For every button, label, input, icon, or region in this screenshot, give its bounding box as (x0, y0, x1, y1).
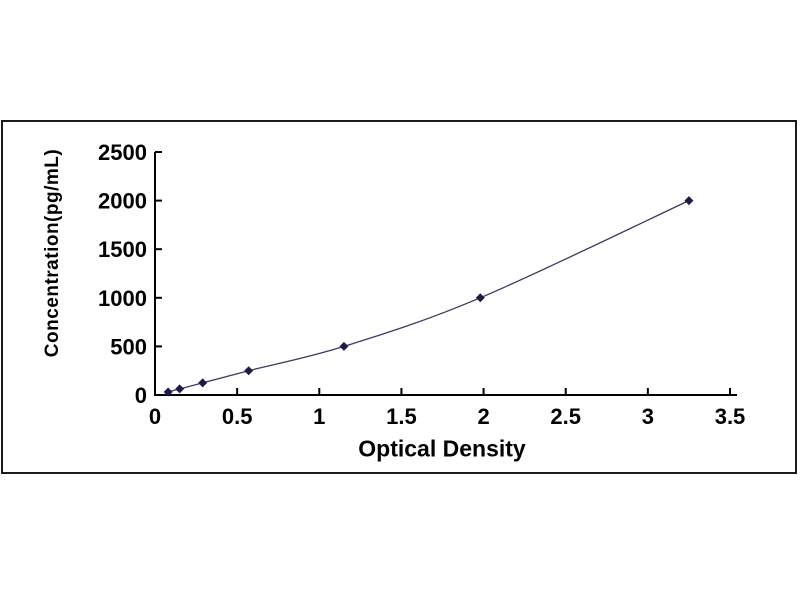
y-tick-label: 1500 (98, 237, 147, 262)
data-point-marker (244, 366, 254, 376)
y-tick-label: 2500 (98, 140, 147, 165)
x-tick-label: 3 (642, 404, 654, 429)
x-tick-label: 0 (149, 404, 161, 429)
curve-line (167, 200, 690, 393)
y-tick-label: 0 (135, 383, 147, 408)
data-point-marker (175, 384, 185, 394)
data-point-marker (339, 341, 349, 351)
x-tick-label: 2 (477, 404, 489, 429)
data-point-marker (684, 196, 694, 206)
x-tick-label: 3.5 (715, 404, 746, 429)
y-tick-label: 2000 (98, 189, 147, 214)
x-tick-label: 1 (313, 404, 325, 429)
y-tick-label: 500 (110, 334, 147, 359)
y-tick-label: 1000 (98, 286, 147, 311)
data-point-marker (163, 387, 173, 397)
chart-frame (1, 120, 797, 474)
x-axis-title: Optical Density (358, 435, 526, 462)
x-tick-label: 1.5 (386, 404, 417, 429)
data-point-marker (198, 378, 208, 388)
x-tick-label: 0.5 (222, 404, 253, 429)
y-axis-title: Concentration(pg/mL) (42, 148, 63, 358)
data-point-marker (475, 293, 485, 303)
x-tick-label: 2.5 (550, 404, 581, 429)
